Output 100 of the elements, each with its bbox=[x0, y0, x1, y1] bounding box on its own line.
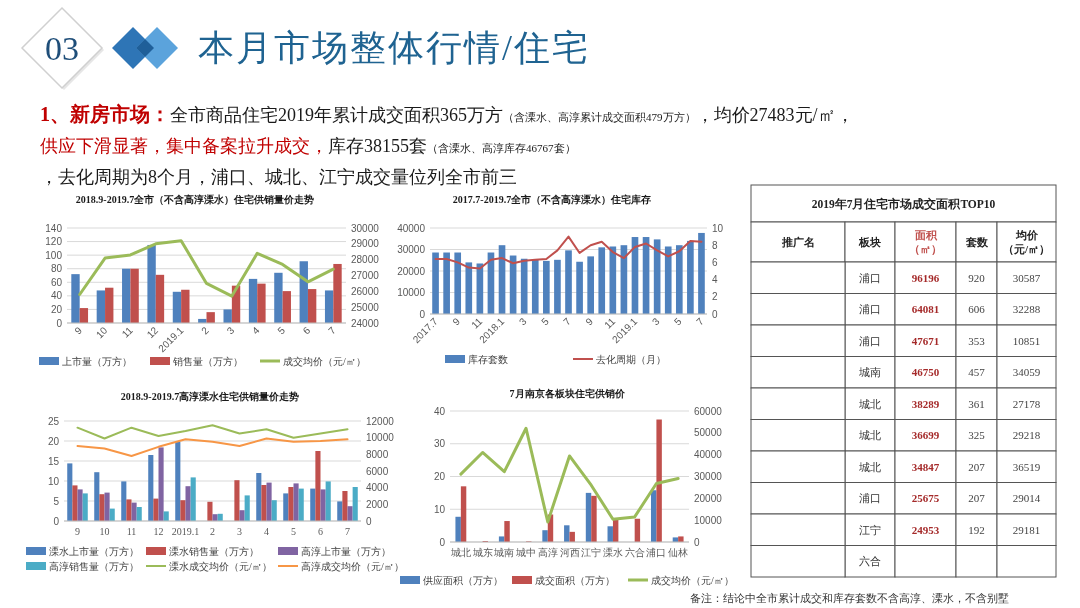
data-label: 207 bbox=[968, 492, 986, 505]
y-tick-label: 城北 bbox=[858, 460, 881, 473]
y-tick-label: 城北 bbox=[858, 429, 881, 442]
y-tick-label: 20000 bbox=[397, 265, 426, 277]
data-label: 30587 bbox=[1012, 271, 1041, 284]
x-tick-label: 仙林 bbox=[668, 547, 689, 558]
text: （含溧水、高淳累计成交面积479万方） bbox=[503, 110, 696, 125]
y-tick-label: 40000 bbox=[397, 222, 426, 234]
data-label: 606 bbox=[968, 303, 986, 316]
y-tick-label: 浦口 bbox=[859, 271, 881, 284]
x-tick-label: 套数 bbox=[964, 235, 989, 248]
text: 1、新房市场： bbox=[40, 103, 170, 126]
data-label: 29181 bbox=[1012, 523, 1041, 536]
data-label: 36699 bbox=[911, 429, 940, 442]
x-tick-label: 江宁 bbox=[581, 547, 602, 558]
data-label: 29014 bbox=[1012, 492, 1041, 505]
y-tick-label: 六合 bbox=[859, 555, 881, 568]
legend-item: 销售量（万方） bbox=[150, 355, 243, 367]
x-tick-label: 城北 bbox=[449, 547, 471, 558]
data-label: 27178 bbox=[1012, 397, 1041, 410]
y2-tick-label: 28000 bbox=[351, 254, 380, 266]
legend-item: 成交均价（元/㎡） bbox=[260, 355, 366, 367]
y2-tick-label: 12000 bbox=[366, 415, 395, 427]
data-label: 353 bbox=[968, 334, 986, 347]
data-label: 10851 bbox=[1012, 334, 1041, 347]
y2-tick-label: 8000 bbox=[366, 448, 389, 460]
data-label: 920 bbox=[968, 271, 986, 284]
x-tick-label: 浦口 bbox=[646, 547, 667, 558]
x-tick-label: 5 bbox=[275, 324, 288, 337]
x-tick-label: 11 bbox=[119, 324, 136, 340]
x-tick-label: 5 bbox=[672, 315, 685, 328]
x-tick-label: 2 bbox=[210, 526, 215, 537]
legend-label: 成交均价（元/㎡） bbox=[283, 355, 366, 367]
y2-tick-label: 4 bbox=[712, 274, 718, 286]
x-tick-label: 7 bbox=[561, 315, 574, 328]
chart-title: 2018.9-2019.7高淳溧水住宅供销量价走势 bbox=[120, 391, 300, 402]
y-tick-label: 40 bbox=[50, 290, 63, 302]
y2-tick-label: 6 bbox=[712, 256, 718, 268]
x-tick-label: 6 bbox=[318, 526, 323, 537]
x-tick-label: 3 bbox=[237, 526, 242, 537]
data-label: 29218 bbox=[1012, 429, 1041, 442]
legend-label: 库存套数 bbox=[468, 353, 508, 365]
chart-title: 7月南京各板块住宅供销价 bbox=[509, 388, 626, 399]
y2-tick-label: 0 bbox=[366, 515, 372, 527]
x-tick-label: 溧水 bbox=[602, 547, 623, 558]
y-tick-label: 60 bbox=[50, 276, 63, 288]
x-tick-label: 7 bbox=[694, 315, 707, 328]
y-tick-label: 120 bbox=[45, 236, 63, 248]
text: 库存38155套 bbox=[328, 135, 427, 158]
y-tick-label: 30000 bbox=[397, 244, 426, 255]
y2-tick-label: 30000 bbox=[694, 471, 723, 482]
x-tick-label: 11 bbox=[126, 526, 137, 537]
y-tick-label: 0 bbox=[56, 317, 63, 329]
y2-tick-label: 0 bbox=[712, 308, 718, 320]
legend-item: 溧水销售量（万方） bbox=[146, 545, 259, 557]
x-tick-label: 7 bbox=[345, 526, 350, 537]
y-axis-title: 板块 bbox=[858, 235, 881, 248]
legend-item: 去化周期（月） bbox=[572, 353, 666, 365]
x-tick-label: 城东 bbox=[471, 547, 493, 558]
data-label: 38289 bbox=[911, 397, 940, 410]
y-tick-label: 浦口 bbox=[859, 303, 881, 316]
data-label: 46750 bbox=[911, 366, 940, 379]
y2-tick-label: 10000 bbox=[366, 432, 395, 444]
y-tick-label: 30 bbox=[433, 438, 446, 450]
legend-label: 高淳成交均价（元/㎡） bbox=[301, 560, 404, 572]
data-label: 34059 bbox=[1012, 366, 1041, 379]
text: （含溧水、高淳库存46767套） bbox=[427, 141, 576, 156]
data-label: 457 bbox=[968, 366, 986, 379]
legend-label: 去化周期（月） bbox=[596, 353, 666, 365]
text: 本月市场整体行情/住宅 bbox=[198, 27, 591, 70]
x-tick-label: 高淳 bbox=[537, 547, 558, 558]
legend-item: 供应面积（万方） bbox=[400, 574, 503, 586]
y2-tick-label: 26000 bbox=[351, 285, 380, 297]
data-label: 64081 bbox=[911, 303, 940, 316]
legend-label: 溧水成交均价（元/㎡） bbox=[169, 560, 272, 572]
text: 供应下滑显著，集中备案拉升成交， bbox=[40, 135, 328, 158]
legend-label: 成交面积（万方） bbox=[535, 574, 615, 586]
x-tick-label: 9 bbox=[72, 324, 85, 337]
data-label: 24953 bbox=[911, 523, 940, 536]
y-tick-label: 140 bbox=[45, 222, 63, 234]
x-tick-label: 7 bbox=[326, 324, 339, 337]
chart-title: 2019年7月住宅市场成交面积TOP10 bbox=[811, 196, 996, 211]
y-tick-label: 20 bbox=[433, 471, 446, 482]
legend-label: 上市量（万方） bbox=[62, 355, 132, 367]
x-tick-label: 4 bbox=[264, 526, 269, 537]
chart-title: 2017.7-2019.7全市（不含高淳溧水）住宅库存 bbox=[452, 194, 652, 205]
data-label: 207 bbox=[968, 460, 986, 473]
text: 备注：结论中全市累计成交和库存套数不含高淳、溧水，不含别墅 bbox=[690, 591, 1009, 605]
data-label: 361 bbox=[968, 397, 985, 410]
data-label: 34847 bbox=[911, 460, 940, 473]
y2-tick-label: 2000 bbox=[366, 498, 389, 510]
y2-tick-label: 20000 bbox=[694, 492, 723, 504]
x-tick-label: 六合 bbox=[624, 547, 645, 558]
y-tick-label: 100 bbox=[45, 249, 63, 261]
x-tick-label: 10 bbox=[93, 324, 110, 341]
y2-tick-label: 27000 bbox=[351, 270, 380, 281]
data-label: 325 bbox=[968, 429, 986, 442]
y2-tick-label: 40000 bbox=[694, 449, 723, 461]
x-tick-label: 9 bbox=[583, 315, 596, 328]
x-tick-label: 5 bbox=[539, 315, 552, 328]
